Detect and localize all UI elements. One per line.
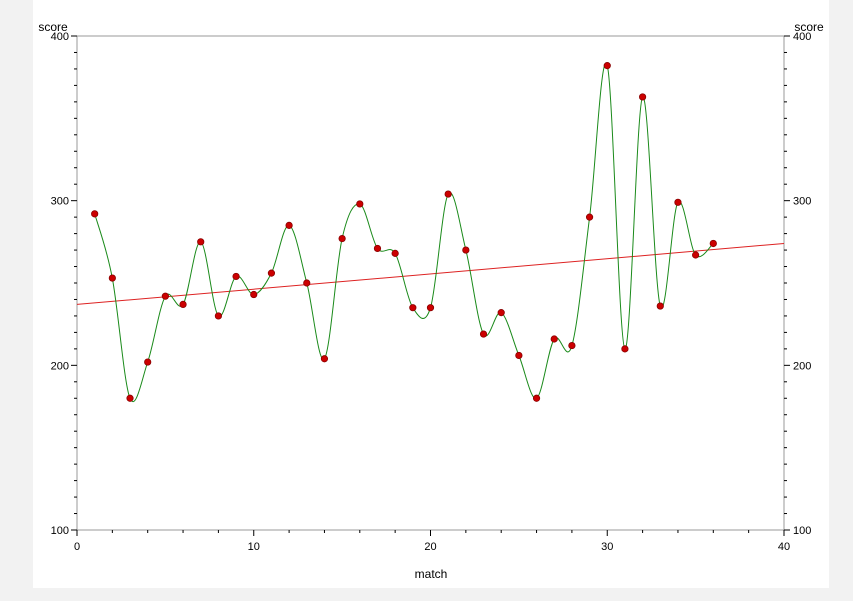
data-point <box>409 304 417 312</box>
data-point <box>621 345 629 353</box>
y-tick-label-left: 100 <box>51 525 69 537</box>
data-point <box>126 394 134 402</box>
data-point <box>532 394 541 402</box>
y-axis-title-left: score <box>38 20 68 34</box>
data-point <box>638 93 647 101</box>
x-tick-label: 10 <box>248 541 260 553</box>
data-point <box>320 355 329 363</box>
data-point <box>338 234 346 243</box>
data-point <box>515 351 523 360</box>
data-point <box>462 246 470 254</box>
data-point <box>285 221 293 229</box>
data-point <box>356 200 364 208</box>
data-point <box>391 249 399 257</box>
data-point <box>692 251 700 259</box>
data-point <box>497 309 505 317</box>
regression-line <box>76 242 785 305</box>
data-point <box>444 190 452 198</box>
x-tick-label: 0 <box>74 541 80 553</box>
data-point <box>91 210 99 218</box>
data-point <box>603 62 611 70</box>
y-tick-label-left: 400 <box>51 31 69 43</box>
data-point <box>250 290 258 299</box>
data-point <box>144 358 152 366</box>
x-axis-title: match <box>415 567 448 581</box>
data-point <box>197 238 205 246</box>
data-point <box>550 335 558 343</box>
data-point <box>709 239 717 248</box>
y-tick-label-right: 300 <box>793 196 811 208</box>
data-point <box>585 213 594 221</box>
data-point <box>426 304 435 312</box>
data-point <box>179 300 187 309</box>
x-tick-label: 30 <box>601 541 613 553</box>
data-point <box>108 274 116 282</box>
x-tick-label: 40 <box>778 541 790 553</box>
data-point <box>267 269 276 277</box>
x-tick-label: 20 <box>424 541 436 553</box>
data-point <box>161 292 169 300</box>
y-axis-title-right: score <box>794 20 824 34</box>
data-point <box>674 198 682 206</box>
data-point <box>232 272 240 281</box>
y-tick-label-left: 300 <box>51 196 69 208</box>
data-point <box>656 302 664 310</box>
data-point <box>373 244 382 253</box>
y-tick-label-right: 100 <box>793 525 811 537</box>
data-point <box>568 341 576 350</box>
data-point <box>303 279 311 287</box>
y-tick-label-left: 200 <box>51 360 69 372</box>
plot-area-frame <box>76 35 785 531</box>
regression-layer <box>76 242 785 305</box>
points-layer <box>91 62 717 402</box>
y-tick-label-right: 200 <box>793 360 811 372</box>
y-tick-label-right: 400 <box>793 31 811 43</box>
data-point <box>479 330 488 338</box>
data-point <box>214 312 222 320</box>
